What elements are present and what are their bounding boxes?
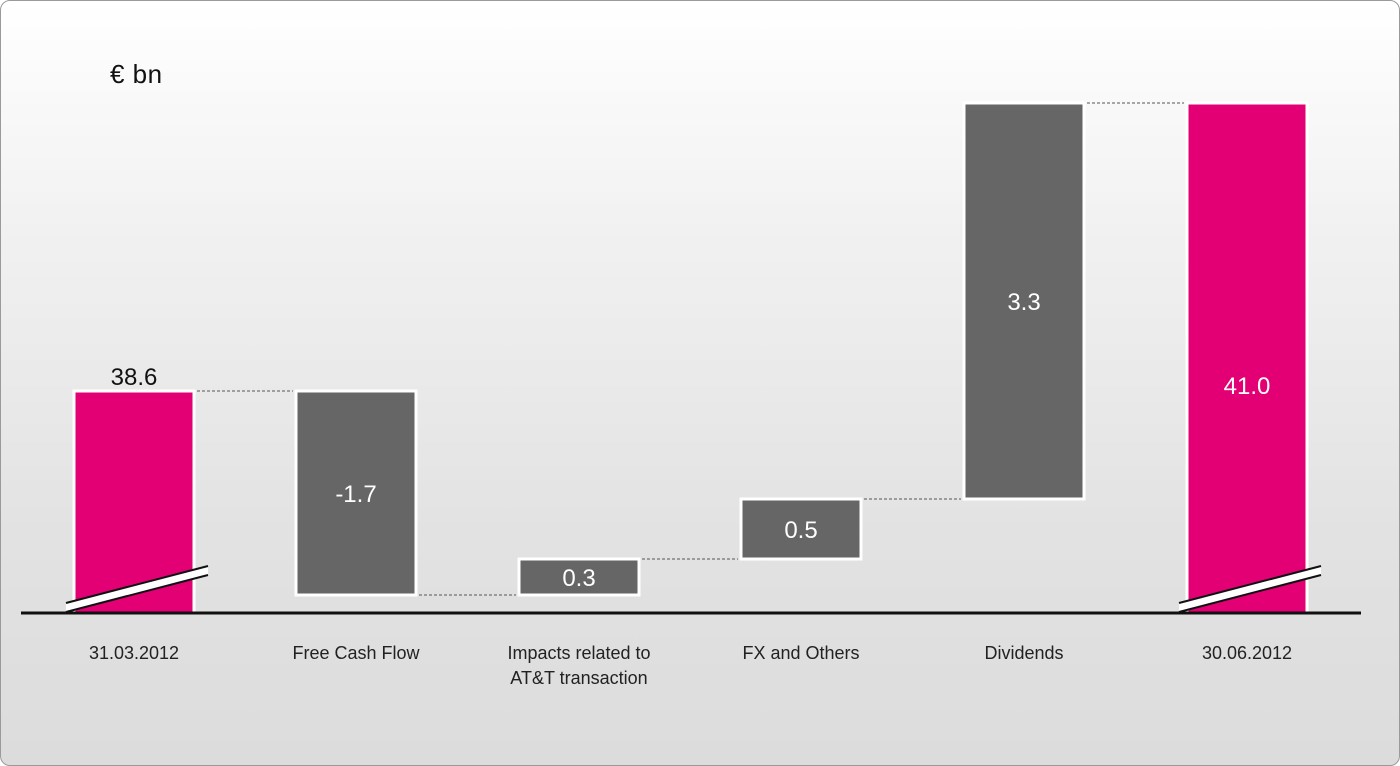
axis-break-line (1178, 574, 1322, 613)
total-bar (1185, 101, 1309, 615)
bar-value-label: 3.3 (1007, 289, 1040, 316)
axis-break-gap (66, 566, 208, 612)
category-label: 30.06.2012 (1201, 643, 1293, 663)
delta-bar (517, 557, 641, 597)
category-label: 31.03.2012 (88, 643, 180, 663)
category-label: Impacts related to AT&T transaction (507, 643, 651, 688)
axis-break-line (65, 565, 209, 604)
axis-break-line (1178, 565, 1322, 604)
delta-bar (294, 389, 418, 597)
category-label: Free Cash Flow (292, 643, 420, 663)
bar-value-label: -1.7 (335, 481, 376, 508)
category-label: FX and Others (742, 643, 860, 663)
axis-break-gap (1179, 566, 1321, 612)
category-label: Dividends (984, 643, 1064, 663)
delta-bar (962, 101, 1086, 501)
bar-value-label: 38.6 (111, 364, 158, 391)
bar-value-label: 0.3 (562, 565, 595, 592)
delta-bar (739, 497, 863, 561)
unit-label: € bn (110, 59, 163, 89)
axis-break-line (65, 574, 209, 613)
bar-value-label: 0.5 (784, 517, 817, 544)
bar-value-label: 41.0 (1224, 373, 1271, 400)
